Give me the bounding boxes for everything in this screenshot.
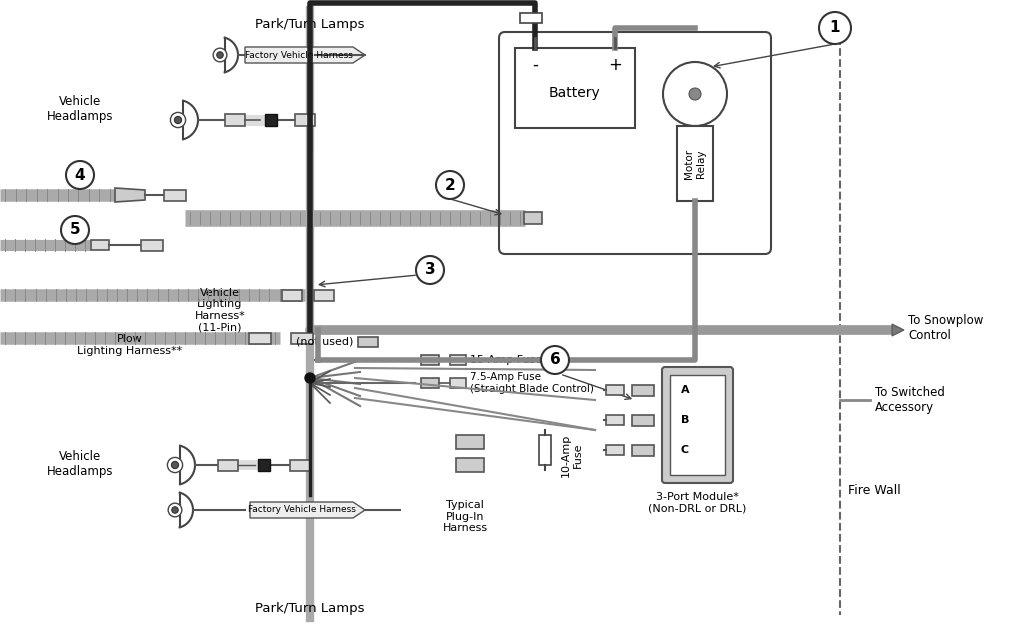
Bar	[606, 445, 624, 455]
Circle shape	[171, 462, 178, 468]
Bar	[265, 114, 278, 126]
Circle shape	[663, 62, 727, 126]
Bar	[291, 332, 313, 344]
Bar	[421, 378, 439, 388]
Text: 15-Amp Fuse: 15-Amp Fuse	[470, 355, 543, 365]
Circle shape	[61, 216, 89, 244]
Polygon shape	[250, 502, 365, 518]
Bar	[456, 435, 484, 449]
Bar	[456, 458, 484, 472]
Text: -: -	[532, 56, 538, 74]
Text: B: B	[681, 415, 689, 425]
Text: 4: 4	[75, 168, 85, 183]
Circle shape	[541, 346, 569, 374]
Text: Motor
Relay: Motor Relay	[684, 149, 706, 179]
Text: C: C	[681, 445, 689, 455]
Circle shape	[174, 116, 181, 124]
Bar	[225, 114, 245, 126]
Bar	[91, 240, 109, 250]
Bar	[632, 414, 654, 426]
Bar	[258, 459, 270, 471]
Text: Typical
Plug-In
Harness: Typical Plug-In Harness	[442, 500, 487, 533]
Bar	[515, 48, 635, 128]
Circle shape	[172, 507, 178, 513]
Text: Battery: Battery	[549, 86, 601, 100]
Bar	[677, 126, 713, 201]
Bar	[632, 384, 654, 396]
Text: To Switched
Accessory: To Switched Accessory	[874, 386, 945, 414]
Text: 1: 1	[829, 21, 841, 36]
Text: Vehicle
Headlamps: Vehicle Headlamps	[47, 450, 114, 478]
Circle shape	[436, 171, 464, 199]
Bar	[421, 355, 439, 365]
Text: Park/Turn Lamps: Park/Turn Lamps	[255, 602, 365, 615]
Circle shape	[170, 112, 185, 127]
Bar	[295, 114, 315, 126]
Text: (not used): (not used)	[296, 337, 353, 347]
Text: 2: 2	[444, 178, 456, 193]
Bar	[632, 445, 654, 455]
Circle shape	[416, 256, 444, 284]
Circle shape	[689, 88, 701, 100]
Bar	[450, 355, 466, 365]
FancyBboxPatch shape	[662, 367, 733, 483]
Text: A: A	[681, 385, 689, 395]
Bar	[524, 212, 542, 224]
Polygon shape	[245, 47, 365, 63]
Text: Fire Wall: Fire Wall	[848, 484, 901, 497]
Text: To Snowplow
Control: To Snowplow Control	[908, 314, 983, 342]
Text: Park/Turn Lamps: Park/Turn Lamps	[255, 18, 365, 31]
Bar	[606, 385, 624, 395]
Bar	[520, 13, 542, 23]
Text: +: +	[608, 56, 622, 74]
Circle shape	[167, 457, 182, 473]
Circle shape	[819, 12, 851, 44]
Text: 3-Port Module*
(Non-DRL or DRL): 3-Port Module* (Non-DRL or DRL)	[648, 492, 746, 514]
Bar	[141, 239, 163, 251]
Text: Factory Vehicle Harness: Factory Vehicle Harness	[248, 506, 355, 514]
Bar	[606, 415, 624, 425]
Text: 5: 5	[70, 222, 80, 237]
Bar	[314, 290, 334, 301]
Bar	[164, 190, 186, 200]
Bar	[290, 460, 310, 470]
Circle shape	[168, 503, 182, 517]
Circle shape	[66, 161, 94, 189]
Circle shape	[213, 48, 227, 62]
Text: 10-Amp
Fuse: 10-Amp Fuse	[561, 433, 583, 477]
Text: Plow
Lighting Harness**: Plow Lighting Harness**	[78, 334, 182, 356]
Text: 6: 6	[550, 352, 560, 367]
Circle shape	[305, 373, 315, 383]
Text: 7.5-Amp Fuse
(Straight Blade Control): 7.5-Amp Fuse (Straight Blade Control)	[470, 372, 594, 394]
Bar	[450, 378, 466, 388]
Bar	[249, 332, 271, 344]
Text: Vehicle
Lighting
Harness*
(11-Pin): Vehicle Lighting Harness* (11-Pin)	[195, 288, 246, 332]
Bar	[670, 375, 725, 475]
Circle shape	[217, 51, 223, 58]
Polygon shape	[892, 324, 904, 336]
Bar	[282, 290, 302, 301]
Bar	[358, 337, 378, 347]
Text: Factory Vehicle Harness: Factory Vehicle Harness	[245, 50, 353, 60]
Polygon shape	[115, 188, 145, 202]
Bar	[539, 435, 551, 465]
Text: 3: 3	[425, 263, 435, 278]
Bar	[218, 460, 238, 470]
Text: Vehicle
Headlamps: Vehicle Headlamps	[47, 95, 114, 123]
